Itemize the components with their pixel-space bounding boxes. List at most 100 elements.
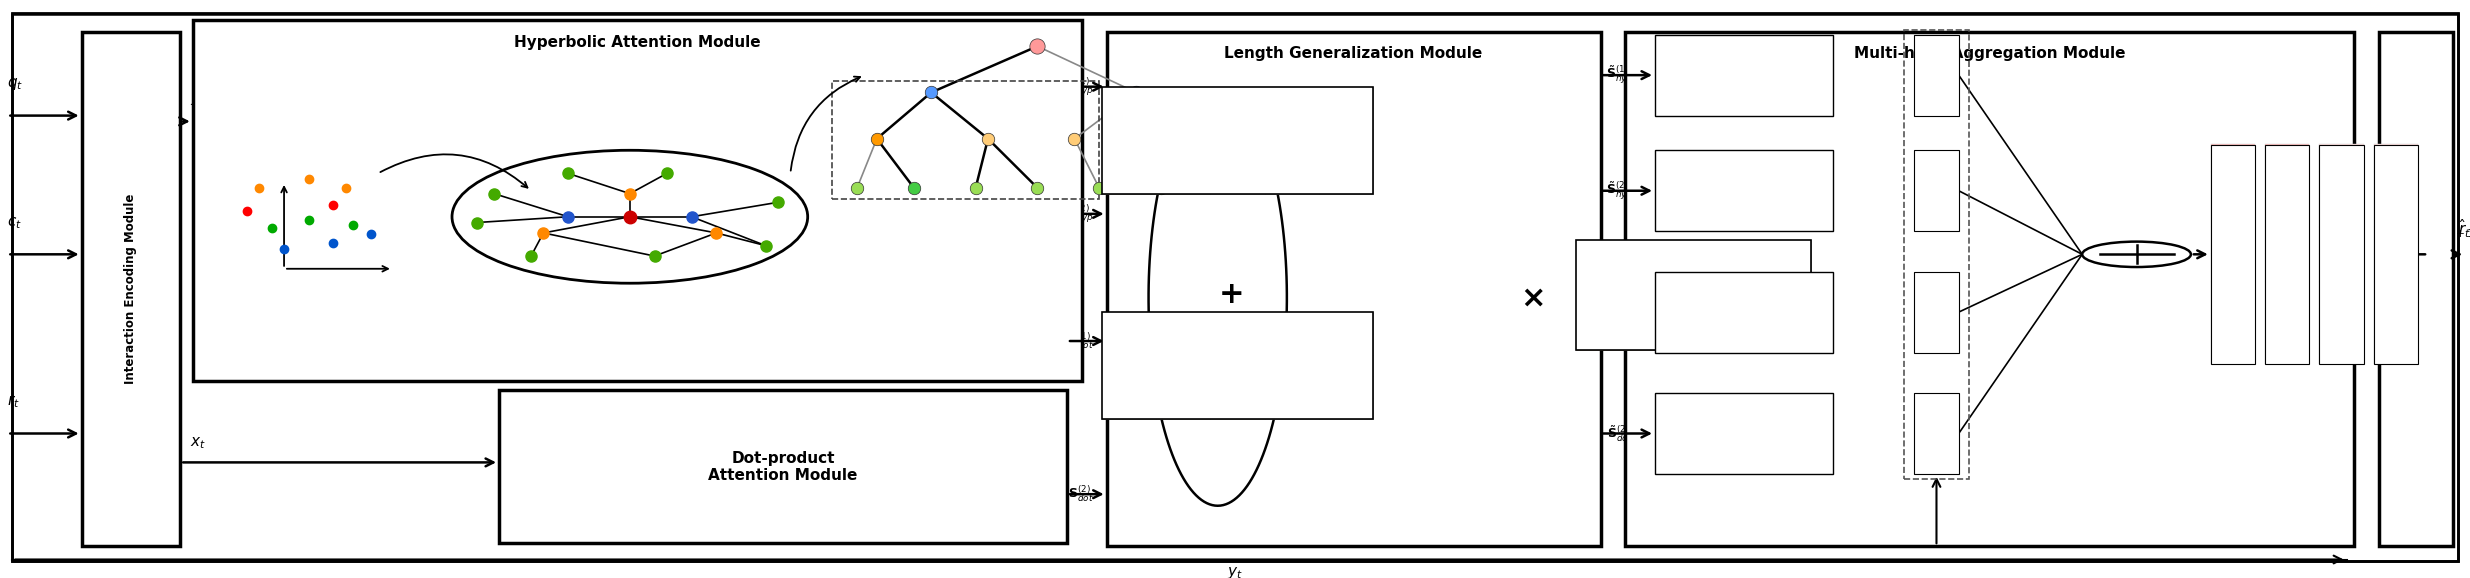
Bar	[1670, 306, 1717, 328]
Text: $y_t$: $y_t$	[1228, 565, 1242, 578]
Bar	[1788, 332, 1833, 353]
Bar	[1210, 108, 1265, 129]
Bar	[1265, 376, 1319, 398]
Bar	[1102, 334, 1156, 355]
Bar	[2265, 199, 2309, 227]
Bar	[2374, 172, 2418, 199]
Text: Interaction Encoding Module: Interaction Encoding Module	[124, 194, 138, 384]
Bar	[2211, 144, 2255, 364]
Bar	[1670, 240, 1717, 262]
Bar	[1655, 95, 1699, 116]
Bar	[1319, 312, 1373, 334]
Text: $x_t$: $x_t$	[190, 435, 205, 451]
Text: $\tilde{\mathbf{S}}_{hyp}^{(2)}$: $\tilde{\mathbf{S}}_{hyp}^{(2)}$	[1606, 180, 1633, 202]
Bar	[1655, 292, 1699, 312]
Text: $\mathbf{S}_{dot}^{(1)}$: $\mathbf{S}_{dot}^{(1)}$	[1070, 331, 1094, 351]
Bar	[1107, 32, 1601, 546]
Bar	[1744, 55, 1788, 75]
Text: $q_t$: $q_t$	[7, 76, 25, 92]
Bar	[832, 81, 1099, 199]
Bar	[1576, 240, 1623, 262]
Bar	[1156, 108, 1210, 129]
Bar	[1265, 87, 1319, 108]
Text: $\mathbf{H}_{hyp}^{(1)}$: $\mathbf{H}_{hyp}^{(1)}$	[1969, 64, 1996, 86]
Bar	[2319, 254, 2364, 281]
Bar	[1788, 191, 1833, 211]
Bar	[1265, 312, 1319, 334]
Bar	[1210, 376, 1265, 398]
Bar	[1717, 240, 1764, 262]
Bar	[1655, 312, 1699, 332]
Bar	[1717, 284, 1764, 306]
Bar	[1655, 171, 1699, 191]
Bar	[1210, 334, 1265, 355]
Bar	[1156, 172, 1210, 194]
Bar	[1319, 108, 1373, 129]
Bar	[1744, 150, 1788, 171]
Bar	[1265, 108, 1319, 129]
Bar	[1156, 87, 1210, 108]
Bar	[1210, 312, 1265, 334]
Bar	[2211, 336, 2255, 364]
Text: $\times$: $\times$	[1865, 424, 1885, 443]
Text: $\mathbf{H}_{hyp}^{(2)}$: $\mathbf{H}_{hyp}^{(2)}$	[1969, 180, 1996, 202]
Bar	[1265, 151, 1319, 172]
Bar	[1102, 172, 1156, 194]
Text: Multi-head Aggregation Module: Multi-head Aggregation Module	[1855, 46, 2124, 61]
Bar	[1744, 35, 1788, 55]
Bar	[1914, 88, 1959, 102]
Bar	[2211, 309, 2255, 336]
Bar	[193, 20, 1082, 381]
Bar	[2319, 144, 2364, 364]
Bar	[1102, 376, 1156, 398]
Bar	[1319, 398, 1373, 419]
Bar	[1914, 325, 1959, 339]
Bar	[1699, 312, 1744, 332]
Bar	[2211, 144, 2255, 172]
Bar	[1156, 376, 1210, 398]
Bar	[2265, 336, 2309, 364]
Bar	[2319, 309, 2364, 336]
Bar	[1717, 328, 1764, 350]
Bar	[1265, 355, 1319, 376]
Bar	[1744, 272, 1788, 292]
Bar	[1655, 413, 1699, 434]
Text: Hyperbolic Space: Hyperbolic Space	[588, 363, 672, 373]
Bar	[1576, 328, 1623, 350]
Bar	[2211, 254, 2255, 281]
Ellipse shape	[452, 150, 808, 283]
Bar	[1319, 151, 1373, 172]
Bar	[1744, 211, 1788, 231]
Bar	[1699, 191, 1744, 211]
Bar	[1655, 55, 1699, 75]
Bar	[1319, 87, 1373, 108]
Bar	[2374, 336, 2418, 364]
Bar	[1319, 376, 1373, 398]
Bar	[2265, 144, 2309, 364]
Bar	[1265, 129, 1319, 151]
Text: Lowest Common Ancestor: Lowest Common Ancestor	[771, 75, 899, 85]
Bar	[1744, 393, 1788, 413]
Bar	[1655, 434, 1699, 454]
Bar	[2374, 309, 2418, 336]
Bar	[1655, 35, 1833, 116]
Bar	[1788, 150, 1833, 171]
Bar	[1904, 30, 1969, 479]
Bar	[2374, 254, 2418, 281]
Bar	[1623, 284, 1670, 306]
Bar	[1576, 262, 1623, 284]
Bar	[1102, 87, 1156, 108]
Bar	[1914, 285, 1959, 299]
Bar	[1576, 306, 1623, 328]
Bar	[1914, 393, 1959, 474]
Bar	[1914, 150, 1959, 164]
Bar	[1655, 393, 1699, 413]
Bar	[1914, 420, 1959, 434]
Bar	[1744, 434, 1788, 454]
Bar	[1744, 171, 1788, 191]
Bar	[1914, 191, 1959, 204]
Bar	[1788, 35, 1833, 55]
Bar	[1210, 355, 1265, 376]
Bar	[1156, 334, 1210, 355]
Bar	[1655, 150, 1699, 171]
